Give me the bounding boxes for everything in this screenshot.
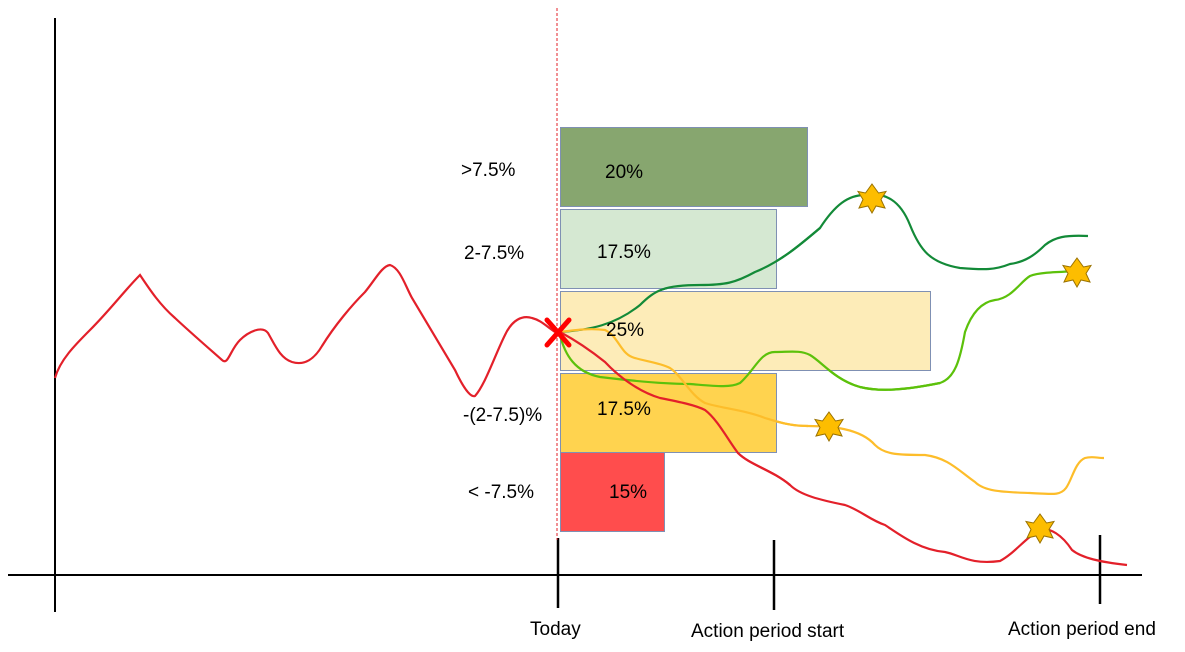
bucket-bar-above-7-5	[560, 127, 808, 207]
bucket-bar-minus-2-to-7-5	[560, 373, 777, 453]
bucket-probability: 15%	[609, 482, 648, 503]
action-period-start-label: Action period start	[691, 621, 845, 642]
bucket-range-label: -(2-7.5)%	[463, 405, 543, 426]
star-icon	[1061, 257, 1093, 289]
bucket-range-label: >7.5%	[461, 160, 516, 181]
bucket-bar-below-minus-7-5	[560, 452, 665, 532]
today-x-marker-icon	[544, 317, 572, 348]
star-icon	[813, 411, 845, 443]
star-icon	[856, 183, 888, 215]
action-period-end-label: Action period end	[1008, 619, 1156, 640]
bucket-bar-2-to-7-5	[560, 209, 777, 289]
star-icon	[1024, 513, 1056, 545]
bucket-bar-flat	[560, 291, 931, 371]
bucket-range-label: 2-7.5%	[464, 243, 525, 264]
bucket-probability: 17.5%	[597, 399, 651, 420]
bucket-probability: 25%	[606, 320, 645, 341]
history-path	[53, 263, 556, 398]
bucket-probability: 20%	[605, 162, 644, 183]
today-label: Today	[530, 619, 581, 640]
bucket-range-label: < -7.5%	[468, 482, 535, 503]
bucket-probability: 17.5%	[597, 242, 651, 263]
